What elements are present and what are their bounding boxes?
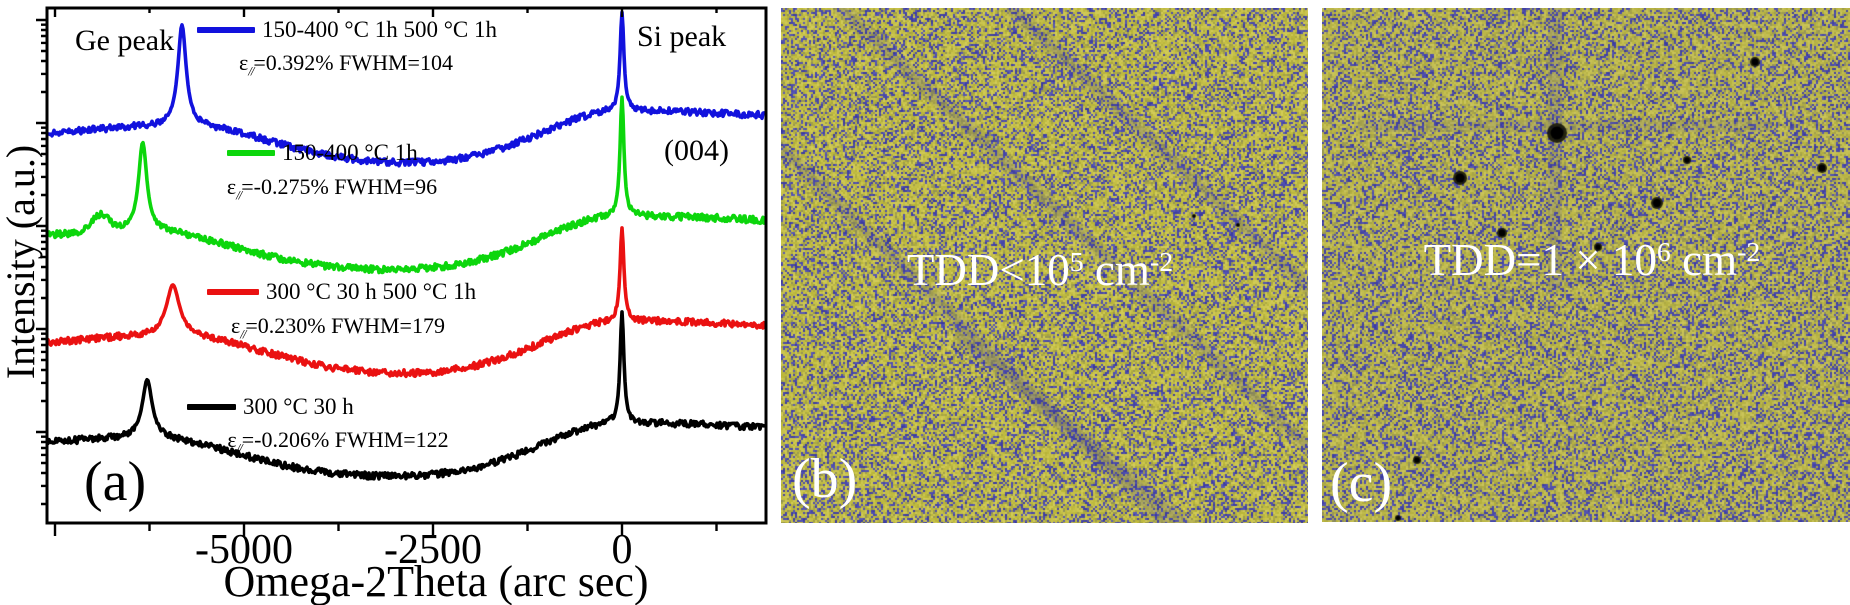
- plot-frame: [45, 6, 768, 525]
- panel-a-xrd-plot: Intensity (a.u.) Omega-2Theta (arc sec) …: [0, 0, 790, 605]
- legend-swatch-0: [197, 27, 255, 33]
- reflection-004-label: (004): [664, 134, 729, 167]
- legend-strain-0: ε//=0.392% FWHM=104: [239, 50, 453, 79]
- tdd-b-exponent: 5: [1069, 247, 1084, 279]
- legend-label-1: 150-400 °C 1h: [282, 140, 418, 165]
- xrd-curve-1: [48, 95, 765, 275]
- xrd-curve-3: [48, 310, 765, 481]
- panel-b-micrograph: TDD<105 cm-2 (b): [781, 8, 1308, 523]
- panel-b-tag: (b): [792, 448, 858, 510]
- axis-ticks: [36, 8, 718, 536]
- legend-entry-3: 300 °C 30 h: [187, 393, 354, 421]
- x-axis-label: Omega-2Theta (arc sec): [223, 557, 649, 605]
- legend-label-2: 300 °C 30 h 500 °C 1h: [266, 279, 477, 304]
- legend-entry-1: 150-400 °C 1h: [227, 139, 418, 167]
- legend-strain-part-2-0: ε: [231, 313, 241, 338]
- x-tick-label-minus5000: -5000: [195, 527, 293, 573]
- tdd-c-unit: cm: [1670, 235, 1738, 285]
- xrd-curve-2: [48, 226, 765, 379]
- tdd-b-unit: cm: [1083, 245, 1150, 295]
- epd-micrograph-c: [1322, 8, 1850, 522]
- si-peak-label: Si peak: [637, 20, 727, 53]
- legend-entry-0: 150-400 °C 1h 500 °C 1h: [197, 16, 497, 44]
- tdd-caption-b: TDD<105 cm-2: [907, 244, 1173, 296]
- xrd-plot-svg: [36, 6, 768, 536]
- legend-swatch-1: [227, 150, 275, 156]
- panel-c-micrograph: TDD=1 × 106 cm-2 (c): [1322, 8, 1850, 522]
- x-tick-label-zero: 0: [611, 527, 633, 573]
- legend-strain-part-3-0: ε: [227, 427, 237, 452]
- legend-strain-2: ε//=0.230% FWHM=179: [231, 313, 445, 342]
- legend-strain-part-1-2: =-0.275% FWHM=96: [241, 174, 438, 199]
- epd-micrograph-b: [781, 8, 1308, 523]
- legend-strain-3: ε//=-0.206% FWHM=122: [227, 427, 448, 456]
- xrd-curve-0: [48, 10, 765, 168]
- x-tick-label-minus2500: -2500: [384, 527, 482, 573]
- legend-strain-part-0-2: =0.392% FWHM=104: [253, 50, 453, 75]
- ge-peak-label: Ge peak: [75, 24, 175, 57]
- legend-swatch-2: [207, 289, 259, 295]
- tdd-caption-c: TDD=1 × 106 cm-2: [1424, 234, 1761, 286]
- tdd-b-unit-exponent: -2: [1149, 247, 1174, 279]
- panel-a-tag: (a): [84, 451, 147, 513]
- legend-strain-part-0-1: //: [248, 64, 254, 79]
- legend-strain-1: ε//=-0.275% FWHM=96: [227, 174, 437, 203]
- legend-strain-part-2-1: //: [240, 327, 246, 342]
- legend-swatch-3: [187, 404, 236, 410]
- legend-strain-part-1-0: ε: [226, 174, 237, 199]
- y-axis-label: Intensity (a.u.): [0, 144, 43, 380]
- legend-strain-part-0-0: ε: [239, 50, 249, 75]
- tdd-b-value: TDD<10: [906, 245, 1070, 295]
- tdd-c-unit-exponent: -2: [1737, 237, 1761, 269]
- legend-label-0: 150-400 °C 1h 500 °C 1h: [262, 17, 497, 42]
- legend-strain-part-3-1: //: [236, 441, 243, 456]
- legend-label-3: 300 °C 30 h: [243, 394, 354, 419]
- legend-strain-part-2-2: =0.230% FWHM=179: [245, 313, 445, 338]
- legend-entry-2: 300 °C 30 h 500 °C 1h: [207, 278, 476, 306]
- tdd-c-exponent: 6: [1656, 237, 1671, 269]
- tdd-c-value: TDD=1 × 10: [1423, 235, 1657, 285]
- panel-c-tag: (c): [1330, 452, 1393, 514]
- legend-strain-part-1-1: //: [236, 188, 242, 203]
- legend-strain-part-3-2: =-0.206% FWHM=122: [241, 427, 449, 452]
